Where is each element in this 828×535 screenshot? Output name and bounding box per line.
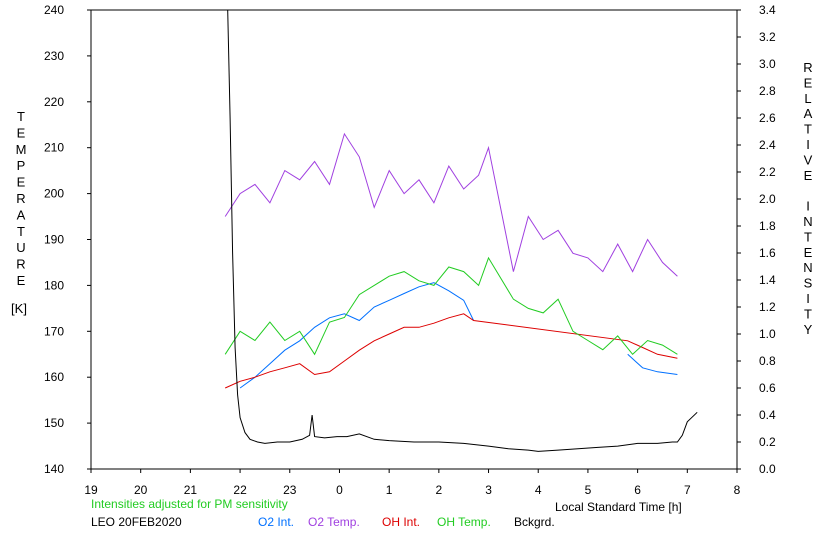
left-tick-label: 190	[44, 233, 64, 247]
right-axis-letter: N	[803, 214, 812, 229]
left-tick-label: 240	[44, 3, 64, 17]
right-tick-label: 0.0	[759, 462, 776, 476]
right-axis-letter: T	[804, 229, 812, 244]
sensitivity-note: Intensities adjusted for PM sensitivity	[91, 497, 288, 511]
series-line	[224, 313, 678, 389]
right-tick-label: 1.2	[759, 300, 776, 314]
right-tick-label: 3.2	[759, 30, 776, 44]
right-axis-letter: L	[804, 91, 811, 106]
right-tick-label: 2.8	[759, 84, 776, 98]
series-lines	[224, 9, 698, 452]
x-tick-label: 6	[634, 483, 641, 497]
left-axis-letter: T	[17, 224, 25, 239]
right-axis-letter: A	[804, 106, 813, 121]
x-tick-label: 5	[585, 483, 592, 497]
legend-o2-int: O2 Int.	[258, 515, 294, 529]
series-line	[224, 256, 678, 356]
right-tick-label: 1.4	[759, 273, 776, 287]
left-axis-unit: [K]	[11, 301, 27, 316]
right-axis-letter: N	[803, 260, 812, 275]
legend-o2-temp: O2 Temp.	[308, 515, 360, 529]
right-axis-letter: I	[806, 137, 810, 152]
right-tick-label: 2.2	[759, 165, 776, 179]
series-line	[227, 9, 698, 452]
left-tick-label: 210	[44, 141, 64, 155]
right-axis-letter: I	[806, 291, 810, 306]
left-axis-letter: M	[16, 142, 27, 157]
x-tick-label: 23	[283, 483, 297, 497]
right-tick-label: 0.4	[759, 408, 776, 422]
right-tick-label: 1.8	[759, 219, 776, 233]
right-axis-letter: V	[804, 152, 813, 167]
x-axis-label: Local Standard Time [h]	[555, 500, 682, 514]
left-tick-label: 230	[44, 49, 64, 63]
legend-oh-temp: OH Temp.	[437, 515, 491, 529]
plot-frame	[90, 9, 738, 470]
x-tick-label: 3	[485, 483, 492, 497]
right-tick-label: 3.0	[759, 57, 776, 71]
left-tick-label: 200	[44, 187, 64, 201]
legend-bckgrd: Bckgrd.	[514, 515, 555, 529]
legend-oh-int: OH Int.	[382, 515, 420, 529]
right-axis-letter: Y	[804, 322, 813, 337]
right-tick-label: 3.4	[759, 3, 776, 17]
x-tick-label: 22	[233, 483, 247, 497]
left-axis-letter: P	[17, 158, 26, 173]
right-axis-letter: E	[804, 245, 813, 260]
series-line	[224, 132, 678, 277]
right-axis-letter: T	[804, 306, 812, 321]
right-tick-label: 2.4	[759, 138, 776, 152]
left-axis-letter: E	[17, 125, 26, 140]
right-tick-label: 2.0	[759, 192, 776, 206]
left-axis-letter: A	[17, 207, 26, 222]
series-line	[239, 282, 678, 389]
right-axis-letter: E	[804, 168, 813, 183]
left-axis-letter: U	[16, 240, 25, 255]
left-tick-label: 170	[44, 324, 64, 338]
left-tick-label: 160	[44, 370, 64, 384]
right-tick-label: 0.8	[759, 354, 776, 368]
left-axis-letter: E	[17, 175, 26, 190]
right-tick-label: 1.0	[759, 327, 776, 341]
station-date: LEO 20FEB2020	[91, 515, 182, 529]
left-axis-ticks: 140 150 160 170 180 190 200 210 220 230 240	[44, 3, 91, 476]
x-tick-label: 0	[336, 483, 343, 497]
left-tick-label: 180	[44, 278, 64, 292]
left-axis-letter: R	[16, 191, 25, 206]
x-tick-label: 2	[436, 483, 443, 497]
right-axis-letter: T	[804, 122, 812, 137]
right-axis-letter: R	[803, 60, 812, 75]
x-tick-label: 19	[84, 483, 98, 497]
right-axis-ticks: 0.0 0.2 0.4 0.6 0.8 1.0 1.2 1.4 1.6 1.8 2.0 2.2 2.4 2…	[737, 3, 776, 476]
left-axis-letter: E	[17, 273, 26, 288]
right-tick-label: 0.2	[759, 435, 776, 449]
right-axis-letter: S	[804, 276, 813, 291]
left-tick-label: 150	[44, 416, 64, 430]
right-axis-letter: E	[804, 75, 813, 90]
right-tick-label: 0.6	[759, 381, 776, 395]
right-axis-letter: I	[806, 199, 810, 214]
right-tick-label: 2.6	[759, 111, 776, 125]
right-tick-label: 1.6	[759, 246, 776, 260]
x-tick-label: 8	[734, 483, 741, 497]
left-tick-label: 220	[44, 95, 64, 109]
x-tick-label: 1	[386, 483, 393, 497]
x-tick-label: 4	[535, 483, 542, 497]
left-axis-letter: T	[17, 109, 25, 124]
x-tick-label: 21	[184, 483, 198, 497]
left-tick-label: 140	[44, 462, 64, 476]
x-tick-label: 20	[134, 483, 148, 497]
x-tick-label: 7	[684, 483, 691, 497]
x-axis-ticks: 19 20 21 22 23 0 1 2 3 4 5 6 7 8	[84, 469, 741, 497]
left-axis-letter: R	[16, 257, 25, 272]
